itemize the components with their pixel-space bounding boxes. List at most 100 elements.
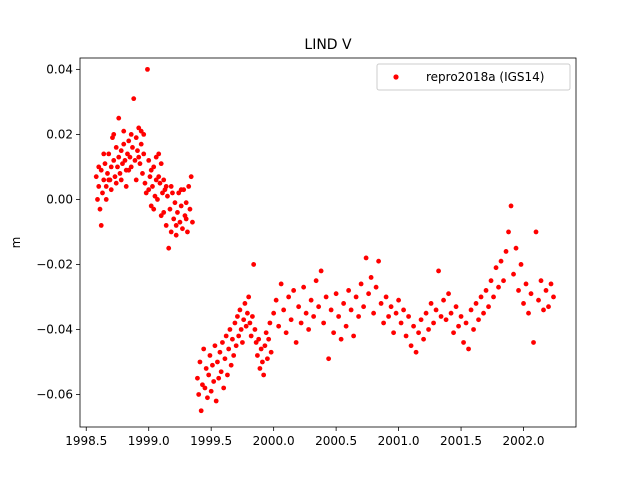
data-point: [168, 184, 174, 189]
data-point: [536, 297, 541, 303]
data-point: [156, 174, 162, 180]
data-point: [195, 375, 200, 381]
data-point: [220, 340, 225, 345]
data-point: [207, 353, 213, 358]
data-point: [157, 180, 163, 186]
data-point: [118, 148, 124, 154]
data-point: [148, 167, 154, 173]
data-point: [511, 271, 516, 277]
data-point: [202, 385, 208, 391]
data-point: [368, 275, 374, 280]
data-point: [111, 132, 117, 137]
data-point: [313, 278, 319, 284]
data-point: [116, 154, 122, 160]
data-point: [145, 66, 150, 72]
data-point: [103, 197, 109, 202]
data-point: [120, 161, 125, 167]
data-point: [296, 304, 302, 310]
data-point: [216, 375, 222, 381]
data-point: [353, 294, 359, 300]
data-point: [481, 310, 486, 316]
data-point: [106, 151, 112, 157]
data-point: [132, 158, 138, 163]
data-point: [188, 174, 194, 180]
data-point: [411, 323, 416, 329]
y-tick-label: 0.00: [46, 192, 73, 206]
data-point: [201, 346, 207, 352]
data-point: [190, 219, 195, 225]
chart-title: LIND V: [304, 37, 352, 53]
plot-frame: [79, 57, 577, 428]
data-point: [433, 307, 439, 313]
data-point: [396, 297, 401, 303]
data-point: [158, 161, 164, 167]
data-point: [521, 301, 526, 306]
data-point: [486, 304, 491, 310]
data-point: [496, 284, 501, 290]
data-point: [283, 330, 289, 336]
data-point: [221, 385, 227, 391]
data-point: [96, 164, 102, 170]
data-point: [463, 320, 469, 326]
data-point: [215, 359, 220, 365]
data-point: [228, 362, 234, 368]
data-point: [323, 294, 329, 300]
data-point: [291, 288, 297, 293]
data-point: [112, 174, 118, 180]
data-point: [176, 190, 182, 196]
data-point: [246, 294, 252, 300]
data-point: [393, 310, 399, 316]
data-point: [541, 307, 546, 313]
data-point: [183, 216, 189, 222]
data-point: [227, 327, 233, 332]
data-point: [151, 164, 157, 170]
data-point: [441, 297, 446, 303]
data-point: [148, 203, 154, 209]
data-point: [316, 304, 322, 310]
data-point: [118, 177, 124, 183]
data-point: [306, 327, 312, 332]
data-point: [262, 343, 268, 349]
data-point: [381, 320, 386, 326]
data-point: [346, 288, 352, 293]
data-point: [116, 115, 122, 121]
data-point: [210, 362, 215, 368]
data-point: [351, 333, 357, 339]
data-point: [152, 193, 158, 199]
data-point: [260, 359, 265, 365]
data-point: [267, 320, 273, 326]
data-point: [95, 197, 100, 202]
data-point: [173, 232, 179, 238]
data-point: [156, 151, 162, 157]
data-point: [250, 314, 255, 319]
data-point: [386, 314, 391, 319]
data-point: [147, 174, 153, 180]
scatter-points: [93, 66, 556, 414]
data-point: [443, 317, 449, 323]
data-point: [142, 180, 148, 186]
data-point: [403, 333, 409, 339]
data-point: [398, 320, 404, 326]
data-point: [358, 281, 364, 287]
data-point: [528, 291, 534, 297]
data-point: [200, 382, 205, 388]
data-point: [121, 141, 127, 147]
data-point: [248, 333, 254, 339]
data-point: [366, 291, 372, 297]
data-point: [371, 310, 377, 316]
data-point: [138, 128, 144, 134]
data-point: [278, 281, 284, 287]
data-point: [125, 151, 130, 157]
data-point: [252, 327, 258, 332]
y-tick-label: 0.04: [46, 62, 73, 76]
data-point: [406, 314, 411, 319]
data-point: [105, 171, 110, 176]
data-point: [103, 184, 109, 189]
x-tick-label: 2000.0: [253, 434, 295, 448]
x-tick-label: 1999.5: [190, 434, 232, 448]
data-point: [153, 177, 159, 183]
data-point: [333, 291, 339, 297]
data-point: [236, 333, 242, 339]
data-point: [197, 359, 203, 365]
data-point: [328, 307, 334, 313]
